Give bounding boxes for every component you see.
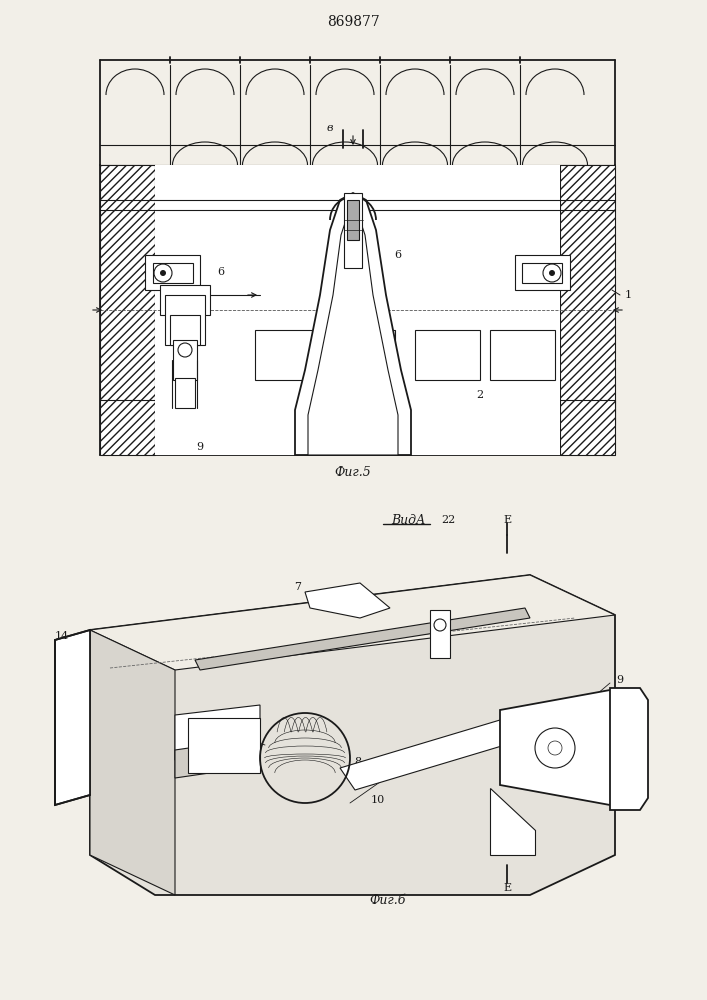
Bar [165, 295, 205, 345]
Text: 7: 7 [295, 582, 301, 592]
Polygon shape [175, 705, 260, 760]
Bar [344, 193, 362, 268]
Bar [173, 340, 197, 380]
Text: 1: 1 [624, 290, 631, 300]
Text: 10: 10 [371, 795, 385, 805]
Text: 8: 8 [354, 757, 361, 767]
Polygon shape [340, 720, 515, 790]
Polygon shape [500, 690, 625, 805]
Bar [155, 165, 560, 455]
Bar [415, 330, 480, 380]
Circle shape [549, 270, 555, 276]
Text: 11: 11 [228, 723, 242, 733]
Text: 2: 2 [477, 390, 484, 400]
Text: 6: 6 [395, 250, 402, 260]
Bar [515, 255, 570, 290]
Text: 9: 9 [617, 675, 624, 685]
Text: 869877: 869877 [327, 15, 380, 29]
Text: ВидА: ВидА [391, 514, 425, 526]
Text: 6: 6 [218, 267, 225, 277]
Bar [100, 165, 155, 425]
Bar [255, 330, 320, 380]
Bar [560, 400, 615, 455]
Bar [175, 378, 195, 408]
Polygon shape [90, 575, 615, 670]
Text: 24: 24 [533, 267, 547, 277]
Text: 6: 6 [209, 743, 216, 753]
Text: Фиг.5: Фиг.5 [334, 466, 371, 479]
Text: в: в [327, 123, 333, 133]
Polygon shape [195, 608, 530, 670]
Polygon shape [90, 575, 615, 895]
Bar [522, 263, 562, 283]
Text: A: A [169, 290, 177, 300]
Circle shape [160, 270, 166, 276]
Bar [330, 330, 395, 380]
Polygon shape [490, 788, 535, 855]
Text: в: в [367, 435, 373, 445]
Text: Е: Е [503, 515, 511, 525]
Bar [170, 315, 200, 345]
Polygon shape [295, 193, 411, 455]
Polygon shape [175, 742, 230, 778]
Bar [347, 200, 359, 240]
Bar [145, 255, 200, 290]
Text: Фиг.б: Фиг.б [370, 894, 407, 906]
Bar [560, 165, 615, 425]
Polygon shape [55, 630, 90, 805]
Text: 9: 9 [197, 442, 204, 452]
Polygon shape [308, 205, 398, 455]
Text: Е: Е [503, 883, 511, 893]
Polygon shape [305, 583, 390, 618]
Text: 14: 14 [55, 631, 69, 641]
Bar [430, 610, 450, 658]
Polygon shape [90, 630, 175, 895]
Bar [188, 718, 260, 773]
Bar [490, 330, 555, 380]
Bar [160, 285, 210, 315]
Text: 22: 22 [441, 515, 455, 525]
Text: 7: 7 [349, 253, 356, 263]
Bar [153, 263, 193, 283]
Bar [100, 400, 155, 455]
Polygon shape [610, 688, 648, 810]
